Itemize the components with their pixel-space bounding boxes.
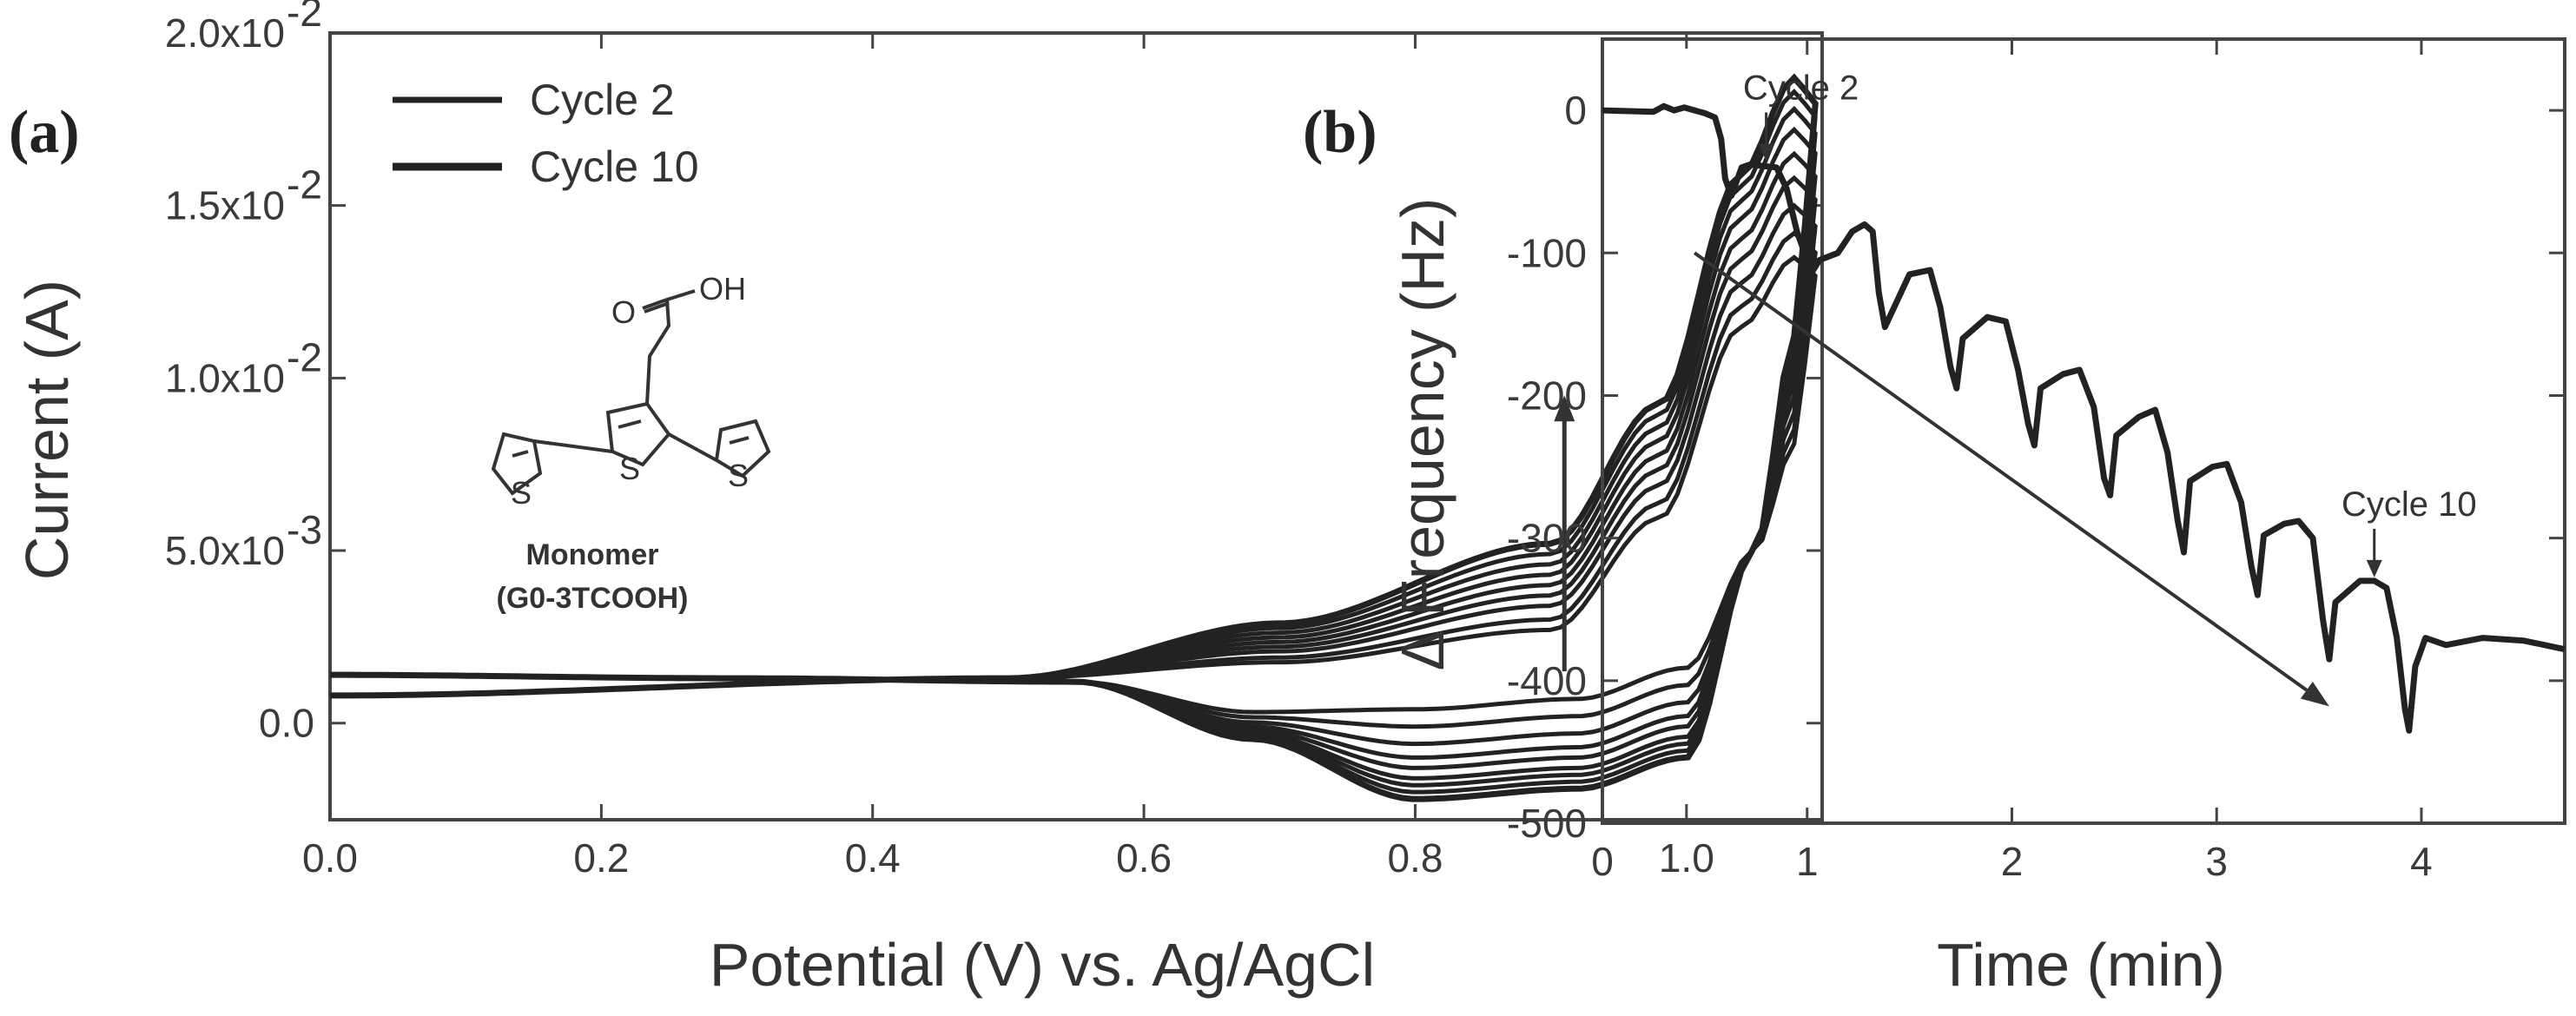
panel-b-x-tick-label: 3	[2205, 839, 2228, 884]
panel-a-y-axis-title: Current (A)	[13, 280, 81, 580]
panel-a-y-tick-exponent: -3	[287, 507, 322, 552]
atom-sulfur-center: S	[619, 451, 640, 486]
panel-b-trend-arrow	[1693, 251, 2329, 707]
panel-b-y-tick-label: 0	[1564, 88, 1587, 133]
legend-label-cycle-2: Cycle 2	[530, 76, 675, 124]
thiophene-ring-center	[605, 401, 671, 467]
monomer-code: (G0-3TCOOH)	[497, 582, 689, 615]
hydroxyl-bond	[666, 289, 696, 301]
panel-a-y-tick-label: 0.0	[259, 701, 314, 746]
panel-a-x-tick-label: 0.8	[1387, 835, 1443, 881]
thiophene-ring-center-bond	[618, 419, 642, 429]
panel-b-plot-frame	[1601, 37, 2566, 825]
thiophene-ring-left-bond	[512, 450, 529, 458]
panel-a-y-tick-exponent: -2	[287, 334, 322, 379]
panel-a-cv-curves	[330, 73, 1819, 802]
panel-b-x-tick-label: 0	[1591, 839, 1614, 884]
panel-b-frequency-line	[1602, 102, 2566, 734]
monomer-name: Monomer	[526, 538, 659, 571]
panel-a-y-tick-label: 1.5x10	[165, 183, 285, 228]
panel-b-y-tick-label: -200	[1507, 373, 1587, 418]
annotation-cycle-2-arrow-head	[1758, 143, 1774, 162]
panel-b-x-tick-label: 1	[1796, 839, 1819, 884]
atom-sulfur-right: S	[728, 458, 749, 493]
panel-b-label: (b)	[1303, 99, 1377, 166]
annotation-cycle-10-arrow-head	[2366, 559, 2382, 577]
panel-b-y-tick-label: -300	[1507, 516, 1587, 561]
panel-b-y-axis-title: Δ Frequency (Hz)	[1389, 198, 1456, 671]
panel-a: (a) 0.05.0x10 -31.0x10 -21.5x10 -22.0x10 -2 …	[9, 0, 1824, 999]
panel-a-legend: Cycle 2 Cycle 10	[393, 76, 699, 191]
panel-a-plot-frame	[328, 31, 1824, 821]
legend-label-cycle-10: Cycle 10	[530, 142, 699, 191]
panel-b-y-tick-label: -500	[1507, 801, 1587, 846]
panel-a-x-tick-label: 1.0	[1659, 835, 1714, 881]
panel-b-trend-arrow-shaft	[1693, 251, 2308, 692]
ring-link-left	[533, 439, 613, 453]
panel-a-y-ticks: 0.05.0x10 -31.0x10 -21.5x10 -22.0x10 -2	[165, 0, 1822, 746]
atom-hydroxyl: OH	[699, 271, 746, 307]
panel-b-y-ticks: 0 -100 -200 -300 -400 -500	[1507, 88, 2565, 846]
annotation-cycle-10: Cycle 10	[2342, 485, 2477, 524]
panel-a-y-tick-label: 2.0x10	[165, 10, 285, 56]
panel-b-x-axis-title: Time (min)	[1937, 931, 2225, 999]
carbonyl-bond	[642, 298, 670, 313]
side-chain	[645, 299, 671, 405]
thiophene-ring-right-bond	[729, 436, 750, 445]
panel-b-trend-arrow-head	[2300, 682, 2329, 707]
panel-a-label: (a)	[9, 99, 80, 166]
atom-carbonyl-o: O	[611, 294, 636, 330]
panel-b-x-tick-label: 2	[2001, 839, 2024, 884]
panel-a-x-tick-label: 0.6	[1116, 835, 1172, 881]
panel-a-y-tick-exponent: -2	[287, 0, 322, 35]
panel-a-y-tick-label: 5.0x10	[165, 528, 285, 573]
panel-a-arrow-head	[1554, 395, 1575, 422]
atom-sulfur-left: S	[511, 475, 532, 511]
panel-b: (b) 0 -100 -200 -300 -400 -500 0 1 2 3 4 Time (mi…	[1303, 37, 2566, 999]
monomer-structure	[491, 289, 771, 496]
panel-a-x-axis-title: Potential (V) vs. Ag/AgCl	[710, 931, 1375, 999]
annotation-cycle-2: Cycle 2	[1743, 69, 1859, 107]
panel-a-x-tick-label: 0.2	[573, 835, 629, 881]
panel-b-y-tick-label: -100	[1507, 230, 1587, 275]
panel-a-x-tick-label: 0.4	[845, 835, 901, 881]
panel-b-annotations: Cycle 2 Cycle 10	[1743, 69, 2477, 577]
panel-b-y-tick-label: -400	[1507, 658, 1587, 703]
cv-curve-cycle-10	[330, 73, 1819, 802]
ring-link-right	[668, 432, 717, 462]
thiophene-ring-right	[714, 419, 771, 478]
panel-a-y-tick-label: 1.0x10	[165, 355, 285, 400]
panel-b-x-ticks: 0 1 2 3 4	[1591, 39, 2433, 884]
panel-a-x-tick-label: 0.0	[302, 835, 358, 881]
panel-a-increase-arrow	[1554, 395, 1575, 672]
panel-a-x-ticks: 0.0 0.2 0.4 0.6 0.8 1.0	[302, 33, 1714, 881]
panel-a-y-tick-exponent: -2	[287, 162, 322, 208]
panel-b-x-tick-label: 4	[2410, 839, 2433, 884]
thiophene-ring-left	[491, 432, 543, 496]
